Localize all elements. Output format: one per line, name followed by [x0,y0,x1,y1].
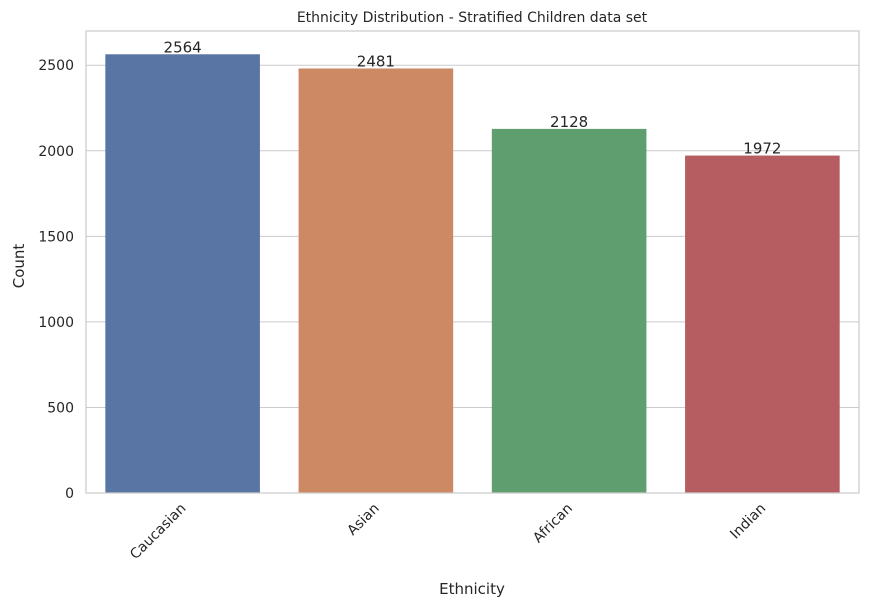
y-tick-label: 0 [65,486,74,502]
bar-value-label: 2128 [550,113,588,131]
plot-frame [85,30,860,494]
chart-title: Ethnicity Distribution - Stratified Chil… [297,10,648,26]
bar-value-label: 2481 [357,52,395,70]
bar-value-label: 2564 [164,38,202,56]
bars [105,54,840,494]
y-tick-label: 500 [47,400,74,416]
bar-value-label: 1972 [743,140,781,158]
y-tick-label: 1000 [38,315,74,331]
bar-indian [685,155,840,493]
y-tick-label: 2500 [38,58,74,74]
y-axis-label: Count [10,244,28,289]
x-axis-label: Ethnicity [439,580,505,598]
bar-caucasian [105,54,260,493]
bar-asian [298,68,454,494]
y-tick-label: 2000 [38,144,74,160]
y-tick-label: 1500 [38,229,74,245]
bar-african [491,128,647,493]
